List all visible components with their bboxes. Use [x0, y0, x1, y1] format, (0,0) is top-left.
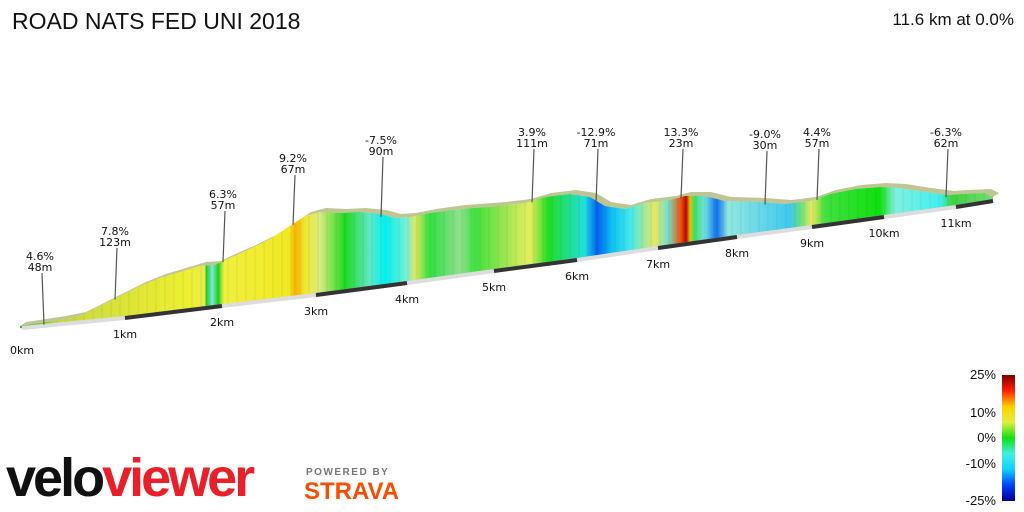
legend-tick-label: -25% — [966, 493, 997, 508]
annotation-leader — [595, 148, 599, 204]
km-bar — [955, 199, 994, 209]
chart-title: ROAD NATS FED UNI 2018 — [12, 8, 301, 34]
annotation-grade: -7.5% — [365, 134, 397, 147]
x-tick-label: 0km — [10, 344, 34, 357]
annotation-length: 111m — [516, 137, 548, 150]
annotation-length: 67m — [281, 163, 306, 176]
annotation-leader — [680, 148, 684, 199]
annotation-grade: 9.2% — [279, 152, 307, 165]
x-tick-label: 11km — [940, 217, 971, 230]
legend-tick-label: -10% — [966, 456, 997, 471]
annotation-grade: 13.3% — [664, 126, 699, 139]
annotation-leader — [41, 272, 45, 325]
annotation-length: 71m — [584, 137, 609, 150]
route-summary: 11.6 km at 0.0% — [892, 10, 1014, 29]
km-bar — [124, 304, 223, 320]
x-tick-label: 3km — [304, 305, 328, 318]
annotation-length: 90m — [369, 145, 394, 158]
legend-tick-label: 25% — [970, 367, 996, 382]
strava-logo: STRAVA — [304, 478, 400, 505]
x-tick-label: 5km — [482, 281, 506, 294]
annotation-leader — [945, 148, 949, 198]
legend-color-bar — [1002, 375, 1015, 501]
x-tick-label: 8km — [725, 247, 749, 260]
annotation-grade: 6.3% — [209, 188, 237, 201]
annotation-grade: -9.0% — [749, 128, 781, 141]
km-bar — [811, 215, 885, 229]
km-bar — [657, 235, 738, 250]
veloviewer-logo: veloviewer — [6, 448, 255, 508]
x-tick-label: 1km — [113, 328, 137, 341]
x-tick-label: 2km — [210, 316, 234, 329]
annotation-grade: -12.9% — [577, 126, 616, 139]
annotation-leader — [292, 174, 296, 225]
annotation-leader — [114, 247, 118, 300]
km-bar — [315, 281, 408, 297]
annotation-grade: 4.6% — [26, 250, 54, 263]
annotation-grade: 4.4% — [803, 126, 831, 139]
annotation-length: 30m — [753, 139, 778, 152]
x-tick-label: 10km — [868, 227, 899, 240]
annotation-leader — [816, 148, 820, 200]
annotation-leader — [222, 210, 226, 263]
x-tick-label: 7km — [646, 258, 670, 271]
x-tick-label: 4km — [395, 293, 419, 306]
annotation-leader — [531, 148, 535, 203]
km-bar — [493, 258, 578, 273]
powered-by-label: POWERED BY — [306, 467, 390, 478]
annotation-length: 123m — [99, 236, 131, 249]
annotation-length: 57m — [805, 137, 830, 150]
annotation-leader — [380, 156, 384, 217]
x-tick-label: 9km — [800, 237, 824, 250]
annotation-grade: -6.3% — [930, 126, 962, 139]
annotation-length: 57m — [211, 199, 236, 212]
legend-tick-label: 10% — [970, 405, 996, 420]
annotation-leader — [764, 150, 768, 205]
annotation-length: 23m — [669, 137, 694, 150]
annotation-grade: 3.9% — [518, 126, 546, 139]
profile-gradient-fill — [20, 187, 993, 329]
annotation-grade: 7.8% — [101, 225, 129, 238]
legend-tick-label: 0% — [977, 430, 996, 445]
annotation-length: 62m — [934, 137, 959, 150]
x-tick-label: 6km — [565, 270, 589, 283]
annotation-length: 48m — [28, 261, 53, 274]
